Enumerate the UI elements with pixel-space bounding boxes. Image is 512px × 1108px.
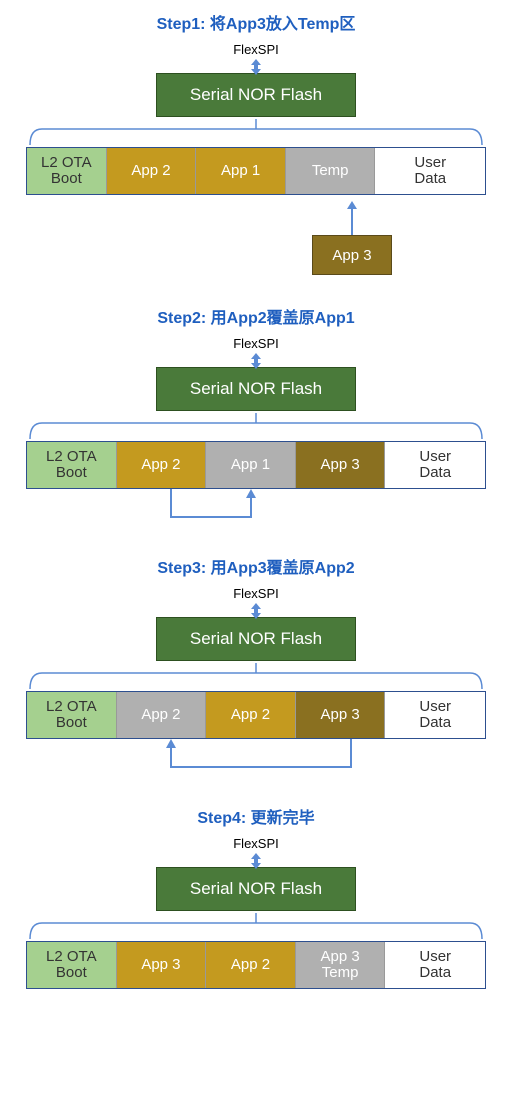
- step-title: Step1: 将App3放入Temp区: [20, 10, 492, 34]
- flexspi-label: FlexSPI: [20, 336, 492, 351]
- memory-row: L2 OTABootApp 2App 2App 3UserData: [26, 691, 486, 739]
- mem-cell-4: UserData: [385, 442, 485, 488]
- step-title: Step3: 用App3覆盖原App2: [20, 554, 492, 578]
- flexspi-arrow-icon: [20, 353, 492, 367]
- mem-cell-1: App 2: [107, 148, 197, 194]
- step-1: Step1: 将App3放入Temp区 FlexSPI Serial NOR Fl…: [0, 0, 512, 294]
- incoming-app-block: App 3: [312, 235, 392, 275]
- step-3: Step3: 用App3覆盖原App2 FlexSPI Serial NOR Fl…: [0, 544, 512, 794]
- nor-flash-box: Serial NOR Flash: [156, 617, 356, 661]
- flexspi-label: FlexSPI: [20, 836, 492, 851]
- mem-cell-0: L2 OTABoot: [27, 942, 117, 988]
- mem-cell-3: App 3Temp: [296, 942, 386, 988]
- below-row-area: [26, 489, 486, 529]
- bracket-connector: [26, 119, 486, 147]
- mem-cell-0: L2 OTABoot: [27, 692, 117, 738]
- below-row-area: [26, 739, 486, 779]
- memory-row: L2 OTABootApp 2App 1TempUserData: [26, 147, 486, 195]
- memory-row: L2 OTABootApp 2App 1App 3UserData: [26, 441, 486, 489]
- mem-cell-3: Temp: [286, 148, 376, 194]
- step-title: Step2: 用App2覆盖原App1: [20, 304, 492, 328]
- flexspi-label: FlexSPI: [20, 42, 492, 57]
- mem-cell-2: App 1: [206, 442, 296, 488]
- mem-cell-0: L2 OTABoot: [27, 442, 117, 488]
- mem-cell-3: App 3: [296, 442, 386, 488]
- mem-cell-1: App 2: [117, 692, 207, 738]
- below-row-area: App 3: [26, 195, 486, 279]
- step-title: Step4: 更新完毕: [20, 804, 492, 828]
- nor-flash-box: Serial NOR Flash: [156, 73, 356, 117]
- mem-cell-4: UserData: [385, 942, 485, 988]
- nor-flash-box: Serial NOR Flash: [156, 867, 356, 911]
- flexspi-arrow-icon: [20, 853, 492, 867]
- mem-cell-4: UserData: [375, 148, 485, 194]
- memory-row: L2 OTABootApp 3App 2App 3TempUserData: [26, 941, 486, 989]
- bracket-connector: [26, 663, 486, 691]
- bracket-connector: [26, 913, 486, 941]
- mem-cell-0: L2 OTABoot: [27, 148, 107, 194]
- mem-cell-3: App 3: [296, 692, 386, 738]
- mem-cell-2: App 1: [196, 148, 286, 194]
- mem-cell-4: UserData: [385, 692, 485, 738]
- step-4: Step4: 更新完毕 FlexSPI Serial NOR Flash L2 O…: [0, 794, 512, 1004]
- mem-cell-1: App 2: [117, 442, 207, 488]
- mem-cell-2: App 2: [206, 692, 296, 738]
- flexspi-label: FlexSPI: [20, 586, 492, 601]
- flexspi-arrow-icon: [20, 59, 492, 73]
- flexspi-arrow-icon: [20, 603, 492, 617]
- nor-flash-box: Serial NOR Flash: [156, 367, 356, 411]
- step-2: Step2: 用App2覆盖原App1 FlexSPI Serial NOR Fl…: [0, 294, 512, 544]
- bracket-connector: [26, 413, 486, 441]
- mem-cell-1: App 3: [117, 942, 207, 988]
- mem-cell-2: App 2: [206, 942, 296, 988]
